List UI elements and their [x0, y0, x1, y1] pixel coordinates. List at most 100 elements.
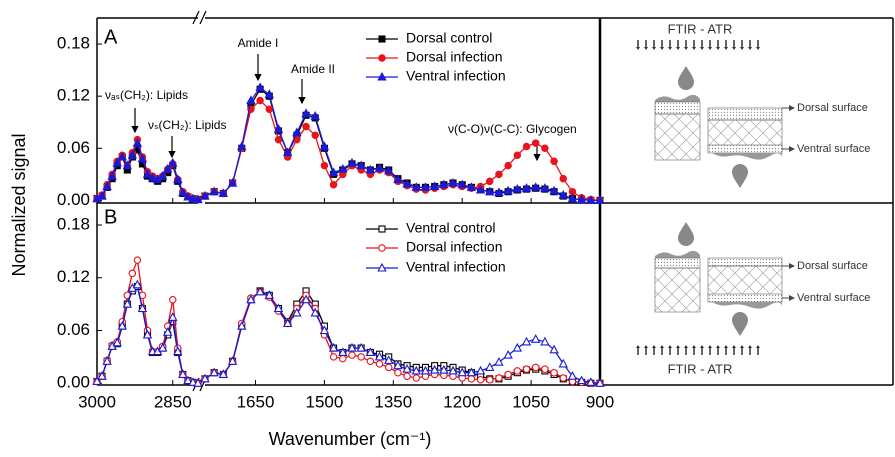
marker	[567, 193, 578, 203]
x-tick-label: 1650	[237, 392, 275, 411]
legend-label: Dorsal infection	[406, 239, 503, 255]
marker	[531, 363, 540, 372]
marker	[374, 163, 385, 172]
tissue	[707, 265, 783, 297]
beam-arrows	[637, 40, 759, 48]
marker	[255, 82, 265, 92]
panel-label: B	[104, 206, 117, 228]
y-tick-label: 0.18	[57, 214, 90, 233]
x-tick-label: 3000	[78, 392, 116, 411]
marker	[550, 368, 558, 377]
marker	[302, 122, 310, 131]
marker	[347, 157, 357, 167]
marker	[495, 170, 503, 179]
marker	[193, 378, 203, 387]
dorsal-layer	[654, 101, 701, 115]
marker	[567, 371, 578, 380]
marker	[394, 368, 402, 377]
marker	[265, 105, 274, 113]
marker	[310, 110, 320, 120]
marker	[595, 195, 605, 204]
marker	[173, 174, 183, 184]
legend-label: Ventral infection	[406, 259, 506, 275]
marker	[168, 312, 178, 321]
drop	[732, 312, 748, 336]
marker	[133, 256, 142, 264]
sample	[655, 250, 700, 258]
marker	[102, 181, 112, 191]
marker	[540, 183, 550, 192]
marker	[504, 161, 512, 170]
y-axis-title: Normalized signal	[9, 133, 29, 276]
dorsal-label: Dorsal surface	[797, 260, 868, 272]
marker	[256, 96, 264, 105]
marker	[522, 365, 531, 373]
marker	[374, 351, 385, 361]
marker	[530, 334, 541, 343]
marker	[237, 141, 247, 151]
marker	[475, 184, 486, 194]
marker	[513, 367, 522, 375]
marker	[97, 371, 107, 380]
marker	[429, 181, 440, 191]
drop	[678, 66, 694, 90]
marker	[319, 141, 330, 151]
legend-marker	[378, 244, 386, 252]
marker	[157, 342, 168, 352]
marker	[402, 364, 412, 373]
marker	[513, 151, 522, 159]
annotation: Amide II	[291, 62, 335, 76]
marker	[338, 347, 348, 357]
marker	[365, 164, 376, 174]
legend-label: Dorsal control	[406, 30, 492, 46]
marker	[356, 160, 366, 170]
marker	[173, 346, 183, 356]
marker	[411, 182, 422, 191]
marker	[246, 294, 256, 304]
marker	[328, 167, 339, 177]
marker	[467, 375, 476, 383]
marker	[476, 375, 485, 384]
tissue	[654, 113, 701, 161]
marker	[420, 365, 431, 375]
marker	[522, 142, 531, 151]
marker	[439, 179, 449, 189]
marker	[178, 187, 188, 197]
marker	[411, 365, 422, 375]
marker	[183, 375, 193, 385]
marker	[466, 182, 477, 191]
y-tick-label: 0.18	[57, 34, 90, 53]
marker	[558, 358, 568, 368]
marker	[393, 174, 403, 184]
series	[92, 279, 605, 387]
marker	[147, 172, 158, 182]
marker	[485, 362, 495, 371]
marker	[209, 367, 219, 377]
y-tick-label: 0.00	[57, 373, 90, 392]
dorsal-layer	[654, 257, 701, 269]
drop	[678, 222, 694, 246]
marker	[559, 174, 568, 183]
marker	[227, 177, 238, 187]
marker	[292, 307, 302, 317]
dorsal-layer	[707, 107, 783, 121]
marker	[402, 178, 412, 188]
x-axis-title: Wavenumber (cm⁻¹)	[269, 429, 432, 449]
marker	[448, 177, 458, 187]
marker	[142, 169, 153, 178]
diagram-bottom: Dorsal surface Ventral surface FTIR - AT…	[636, 222, 870, 376]
marker	[122, 160, 133, 170]
dorsal-layer	[707, 257, 783, 267]
x-tick-label: 900	[586, 392, 614, 411]
marker	[558, 190, 568, 199]
marker	[494, 356, 504, 366]
marker	[112, 157, 122, 167]
marker	[183, 191, 193, 201]
marker	[128, 269, 137, 278]
x-tick-label: 2850	[154, 392, 192, 411]
x-tick-label: 1050	[512, 392, 550, 411]
marker	[311, 131, 319, 140]
x-tick-label: 1500	[306, 392, 344, 411]
diagram-top: FTIR - ATR Dorsal surface Ventral surfac…	[636, 21, 870, 188]
